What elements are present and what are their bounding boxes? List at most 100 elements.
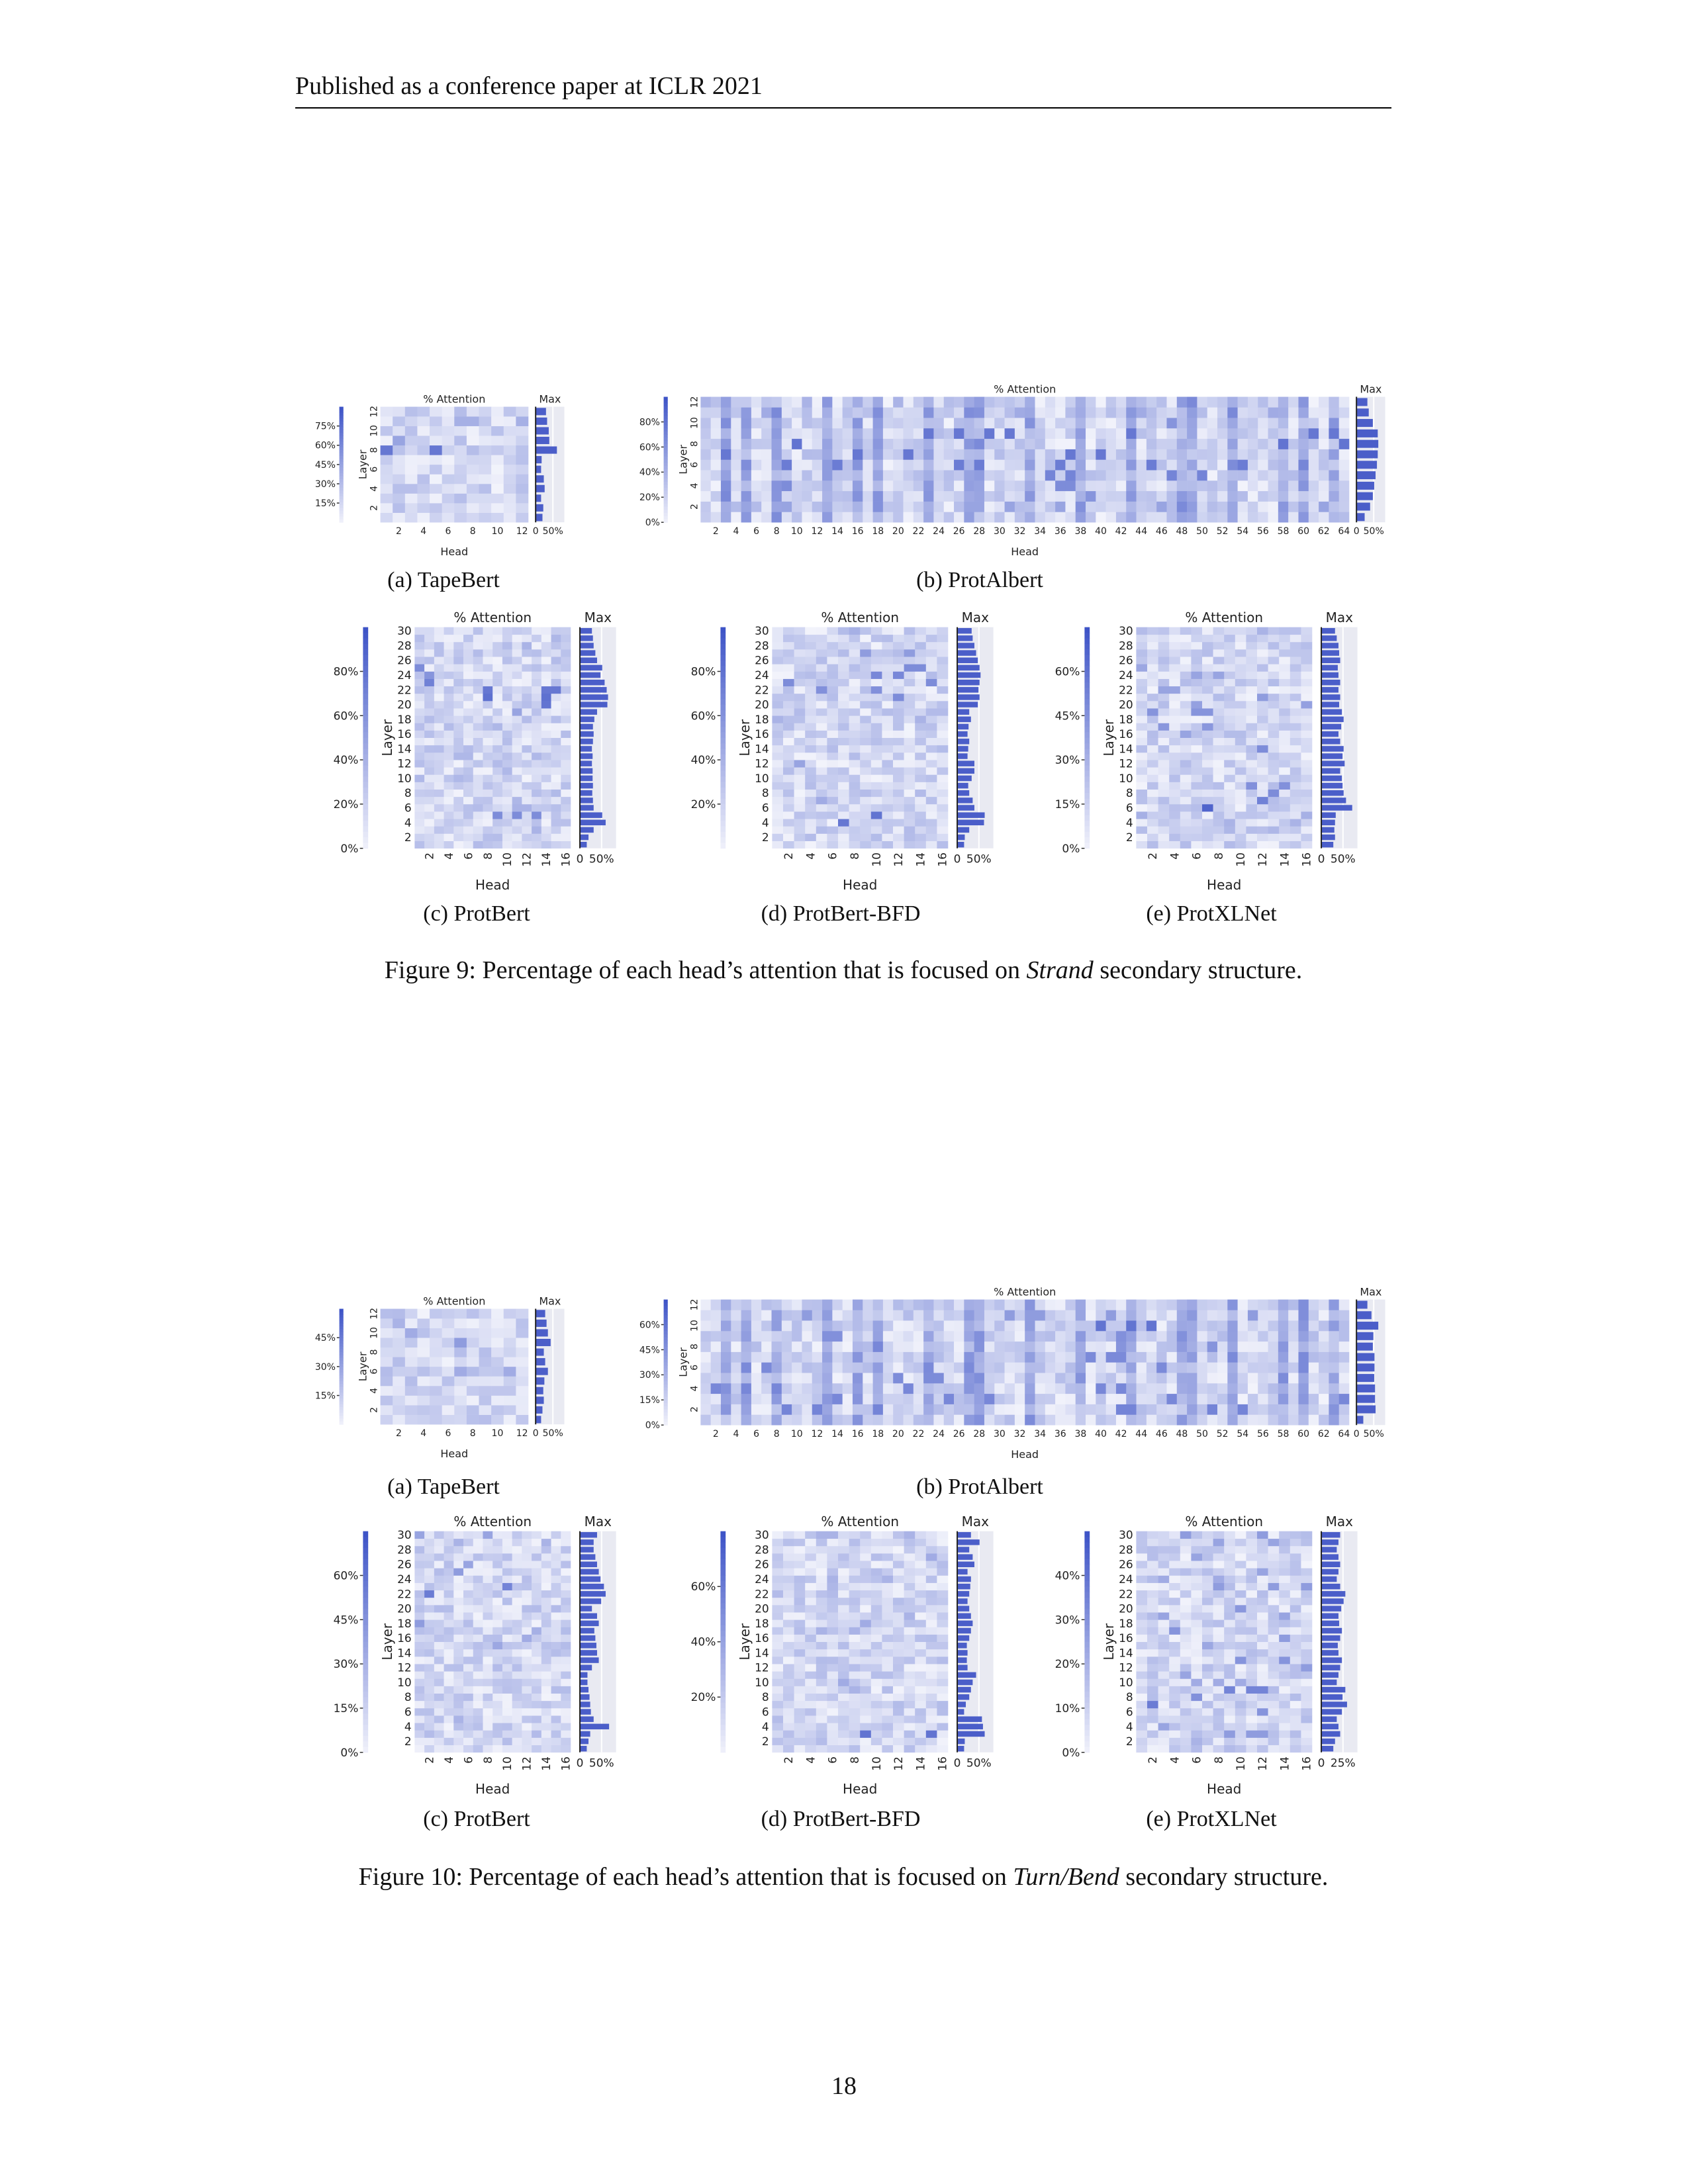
heatmap-cell xyxy=(925,1641,937,1650)
colorbar-segment xyxy=(663,431,668,435)
heatmap-cell xyxy=(1217,396,1228,408)
heatmap-cell xyxy=(915,1641,927,1650)
heatmap-cell xyxy=(852,407,863,418)
heatmap-cell xyxy=(805,745,817,753)
heatmap-cell xyxy=(974,470,985,481)
heatmap-cell xyxy=(1180,657,1192,664)
heatmap-cell xyxy=(424,1693,435,1702)
heatmap-cell xyxy=(863,470,873,481)
heatmap-cell xyxy=(483,767,493,775)
heatmap-cell xyxy=(816,1664,827,1672)
heatmap-cell xyxy=(492,1545,503,1554)
x-tick-label: 20 xyxy=(892,526,904,537)
heatmap-cell xyxy=(434,826,444,834)
max-bar xyxy=(957,746,968,752)
heatmap-cell xyxy=(751,1373,762,1384)
heatmap-cell xyxy=(1246,737,1258,746)
heatmap-cell xyxy=(794,774,806,782)
heatmap-cell xyxy=(1289,686,1301,694)
heatmap-cell xyxy=(1115,501,1127,512)
heatmap-cell xyxy=(434,1538,444,1547)
heatmap-cell xyxy=(904,730,915,739)
heatmap-cell xyxy=(1227,470,1238,481)
heatmap-cell xyxy=(1256,678,1268,687)
colorbar-segment xyxy=(663,478,668,482)
heatmap-cell xyxy=(1308,1310,1319,1321)
heatmap-cell xyxy=(1224,782,1236,790)
heatmap-cell xyxy=(512,826,522,834)
heatmap-cell xyxy=(522,1568,532,1576)
heatmap-cell xyxy=(453,760,464,768)
heatmap-cell xyxy=(1256,723,1268,731)
heatmap-cell xyxy=(904,693,915,702)
heatmap-cell xyxy=(463,811,474,819)
heatmap-cell xyxy=(1158,701,1170,709)
heatmap-cell xyxy=(1288,1341,1299,1352)
heatmap-cell xyxy=(492,774,503,782)
heatmap-cell xyxy=(794,715,806,723)
colorbar-segment xyxy=(363,760,369,766)
heatmap-cell xyxy=(1279,796,1291,805)
heatmap-cell xyxy=(863,1404,873,1415)
heatmap-cell xyxy=(1289,803,1301,812)
heatmap-cell xyxy=(913,428,924,439)
heatmap-cell xyxy=(731,1320,741,1332)
heatmap-cell xyxy=(984,1414,995,1426)
heatmap-cell xyxy=(541,723,551,731)
colorbar-tick-label: 40% xyxy=(639,467,660,478)
heatmap-cell xyxy=(849,774,861,782)
heatmap-cell xyxy=(1191,811,1203,819)
heatmap-cell xyxy=(710,1320,722,1332)
heatmap-cell xyxy=(1187,1341,1197,1352)
heatmap-title: % Attention xyxy=(821,610,899,625)
max-bar xyxy=(1356,492,1373,500)
heatmap-cell xyxy=(393,406,406,417)
heatmap-cell xyxy=(925,664,937,672)
heatmap-cell xyxy=(424,634,435,643)
heatmap-cell xyxy=(1180,737,1192,746)
colorbar-segment xyxy=(363,1686,369,1692)
x-tick-label: 32 xyxy=(1014,526,1026,537)
heatmap-cell xyxy=(994,1320,1005,1332)
heatmap-cell xyxy=(700,1404,711,1415)
heatmap-cell xyxy=(1156,1330,1167,1342)
heatmap-cell xyxy=(1126,1330,1137,1342)
heatmap-cell xyxy=(453,1686,464,1694)
heatmap-cell xyxy=(1235,789,1246,797)
heatmap-cell xyxy=(882,1649,894,1657)
figure9-protbert-bfd-panel: 20% 40% 60% 80%% Attention Max 2 4 6 8 10 12 14 16 He… xyxy=(669,604,1000,895)
heatmap-cell xyxy=(842,418,853,429)
heatmap-cell xyxy=(551,1664,561,1672)
heatmap-cell xyxy=(1180,782,1192,790)
figure9-subcaption-e: (e) ProtXLNet xyxy=(1146,901,1277,926)
heatmap-cell xyxy=(832,428,843,439)
max-bar xyxy=(1356,471,1376,480)
heatmap-cell xyxy=(860,1723,872,1731)
heatmap-cell xyxy=(1146,1383,1157,1394)
heatmap-cell xyxy=(551,1715,561,1723)
heatmap-cell xyxy=(872,396,884,408)
heatmap-cell xyxy=(541,1597,551,1606)
heatmap-cell xyxy=(904,1627,915,1635)
heatmap-cell xyxy=(904,701,915,709)
heatmap-cell xyxy=(1258,470,1268,481)
heatmap-cell xyxy=(453,1597,464,1606)
heatmap-cell xyxy=(1235,752,1246,760)
max-bar xyxy=(1356,1374,1374,1383)
heatmap-cell xyxy=(794,1686,806,1694)
max-bar xyxy=(1356,429,1378,437)
colorbar-segment xyxy=(363,660,369,666)
max-bar xyxy=(580,709,597,715)
heatmap-cell xyxy=(414,1678,425,1686)
heatmap-cell xyxy=(541,641,551,650)
y-tick-label: 28 xyxy=(1119,639,1133,653)
heatmap-cell xyxy=(1169,752,1181,760)
heatmap-cell xyxy=(453,730,464,739)
heatmap-cell xyxy=(827,1590,839,1598)
max-bar xyxy=(957,643,974,649)
heatmap-cell xyxy=(453,701,464,709)
heatmap-cell xyxy=(892,1745,904,1753)
max-bar xyxy=(1321,672,1338,678)
heatmap-cell xyxy=(1136,708,1148,716)
heatmap-cell xyxy=(424,760,435,768)
